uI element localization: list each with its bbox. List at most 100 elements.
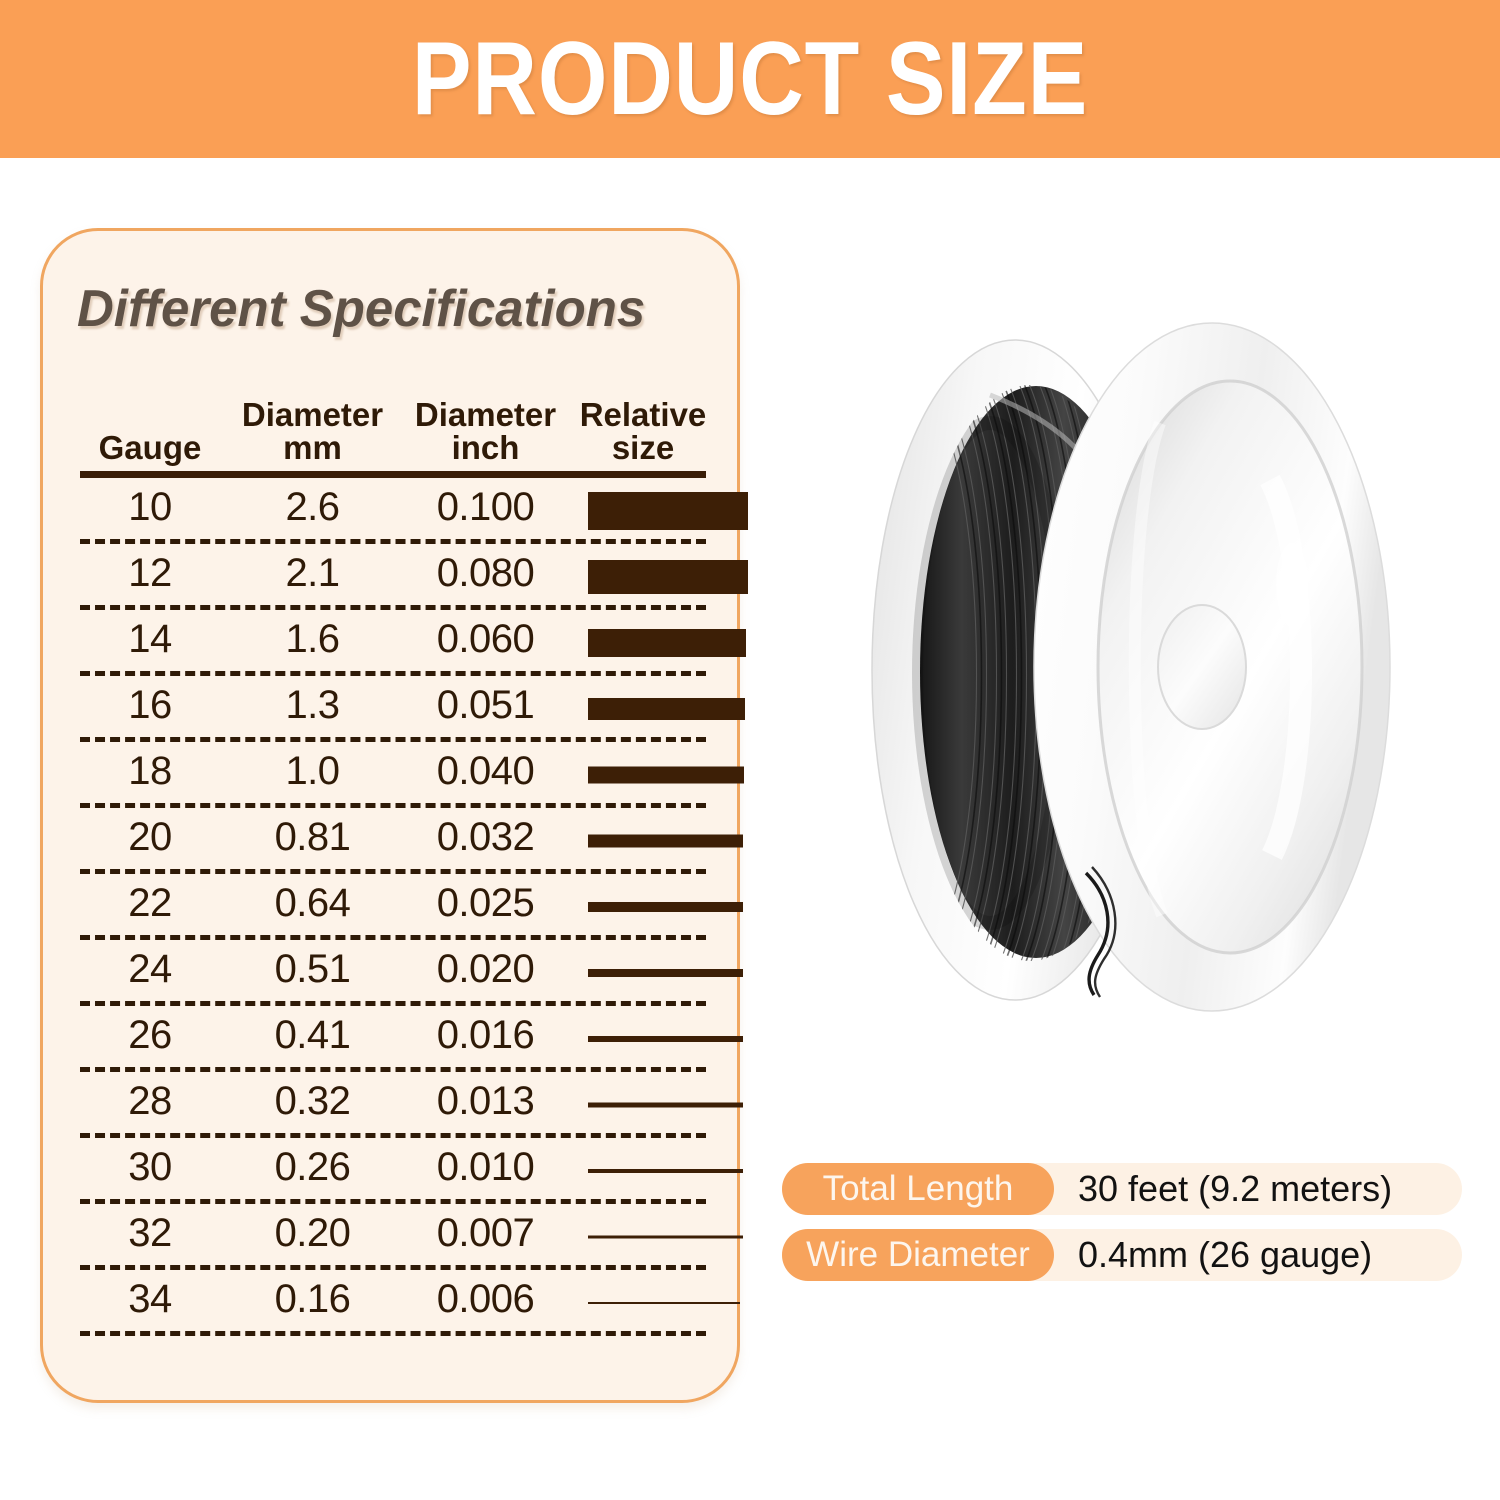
cell-diameter-inch: 0.060: [436, 617, 535, 661]
cell-relative-size: [588, 1270, 760, 1336]
cell-diameter-inch: 0.016: [436, 1013, 535, 1057]
row-divider: [80, 605, 706, 610]
cell-relative-size: [588, 1072, 760, 1138]
cell-gauge: 16: [128, 683, 172, 727]
column-header-gauge: Gauge: [98, 429, 202, 467]
cell-diameter-inch: 0.032: [436, 815, 535, 859]
relative-size-bar: [588, 629, 746, 657]
wire-spool-photo: [840, 255, 1470, 1085]
table-row: 16 1.3 0.051: [80, 676, 745, 742]
relative-size-bar: [588, 560, 748, 594]
cell-relative-size: [588, 808, 760, 874]
cell-gauge: 14: [128, 617, 172, 661]
cell-diameter-inch: 0.007: [436, 1211, 535, 1255]
table-row: 34 0.16 0.006: [80, 1270, 740, 1336]
cell-diameter-inch: 0.010: [436, 1145, 535, 1189]
relative-size-bar: [588, 1036, 743, 1042]
cell-gauge: 24: [128, 947, 172, 991]
gauge-specification-table: Gauge Diameter mm Diameter inch Relative…: [80, 379, 748, 1336]
info-value: 0.4mm (26 gauge): [1078, 1234, 1373, 1275]
relative-size-bar: [588, 1169, 743, 1173]
relative-size-bar: [588, 766, 744, 784]
cell-relative-size: [588, 1204, 760, 1270]
table-row: 24 0.51 0.020: [80, 940, 743, 1006]
table-row: 32 0.20 0.007: [80, 1204, 743, 1270]
table-row: 26 0.41 0.016: [80, 1006, 743, 1072]
cell-diameter-inch: 0.100: [436, 485, 535, 529]
table-row: 20 0.81 0.032: [80, 808, 743, 874]
table-row: 22 0.64 0.025: [80, 874, 743, 940]
product-size-banner: PRODUCT SIZE: [0, 0, 1500, 158]
info-label-pill: Total Length: [782, 1163, 1054, 1215]
table-row: 10 2.6 0.100: [80, 478, 748, 544]
table-header-row: Gauge Diameter mm Diameter inch Relative…: [80, 379, 706, 478]
cell-relative-size: [588, 1138, 760, 1204]
table-body: 10 2.6 0.100 12 2.1 0.080 14 1.6 0.060 16 1.3 0.051…: [80, 478, 748, 1336]
cell-gauge: 28: [128, 1079, 172, 1123]
header-divider: [80, 471, 706, 478]
cell-diameter-mm: 0.16: [274, 1277, 351, 1321]
cell-relative-size: [588, 610, 760, 676]
relative-size-bar: [588, 969, 743, 977]
row-divider: [80, 1199, 706, 1204]
table-row: 30 0.26 0.010: [80, 1138, 743, 1204]
row-divider: [80, 737, 706, 742]
row-divider: [80, 935, 706, 940]
cell-diameter-mm: 1.6: [285, 617, 340, 661]
info-value: 30 feet (9.2 meters): [1078, 1168, 1393, 1209]
cell-relative-size: [588, 478, 760, 544]
relative-size-bar: [588, 902, 743, 912]
row-divider: [80, 539, 706, 544]
cell-diameter-mm: 0.64: [274, 881, 351, 925]
cell-diameter-inch: 0.006: [436, 1277, 535, 1321]
cell-diameter-mm: 0.32: [274, 1079, 351, 1123]
row-divider: [80, 1331, 706, 1336]
cell-gauge: 30: [128, 1145, 172, 1189]
row-divider: [80, 1001, 706, 1006]
cell-gauge: 26: [128, 1013, 172, 1057]
row-divider: [80, 803, 706, 808]
cell-diameter-mm: 1.0: [285, 749, 340, 793]
table-row: 14 1.6 0.060: [80, 610, 746, 676]
column-header-diameter-inch: Diameter inch: [414, 395, 557, 467]
cell-diameter-mm: 0.81: [274, 815, 351, 859]
row-divider: [80, 1067, 706, 1072]
product-info-list: Total Length 30 feet (9.2 meters) Wire Dia…: [782, 1163, 1462, 1295]
cell-relative-size: [588, 874, 760, 940]
cell-diameter-mm: 2.6: [285, 485, 340, 529]
info-label-pill: Wire Diameter: [782, 1229, 1054, 1281]
cell-diameter-inch: 0.080: [436, 551, 535, 595]
cell-gauge: 34: [128, 1277, 172, 1321]
column-header-diameter-mm: Diameter mm: [241, 395, 384, 467]
cell-diameter-inch: 0.013: [436, 1079, 535, 1123]
relative-size-bar: [588, 1102, 743, 1108]
row-divider: [80, 671, 706, 676]
row-divider: [80, 1133, 706, 1138]
cell-relative-size: [588, 1006, 760, 1072]
cell-diameter-mm: 0.51: [274, 947, 351, 991]
relative-size-bar: [588, 698, 745, 720]
cell-gauge: 12: [128, 551, 172, 595]
cell-relative-size: [588, 742, 760, 808]
cell-gauge: 10: [128, 485, 172, 529]
relative-size-bar: [588, 492, 748, 530]
cell-diameter-inch: 0.051: [436, 683, 535, 727]
cell-gauge: 22: [128, 881, 172, 925]
row-divider: [80, 1265, 706, 1270]
cell-diameter-mm: 0.20: [274, 1211, 351, 1255]
cell-diameter-mm: 2.1: [285, 551, 340, 595]
column-header-relative-size: Relative size: [579, 395, 707, 467]
card-title: Different Specifications: [77, 280, 646, 338]
relative-size-bar: [588, 834, 743, 848]
cell-diameter-mm: 0.26: [274, 1145, 351, 1189]
row-divider: [80, 869, 706, 874]
cell-gauge: 32: [128, 1211, 172, 1255]
page-title: PRODUCT SIZE: [411, 20, 1089, 137]
cell-diameter-inch: 0.025: [436, 881, 535, 925]
table-row: 18 1.0 0.040: [80, 742, 744, 808]
cell-diameter-inch: 0.020: [436, 947, 535, 991]
cell-relative-size: [588, 544, 760, 610]
cell-diameter-mm: 1.3: [285, 683, 340, 727]
cell-gauge: 18: [128, 749, 172, 793]
relative-size-bar: [588, 1235, 743, 1239]
